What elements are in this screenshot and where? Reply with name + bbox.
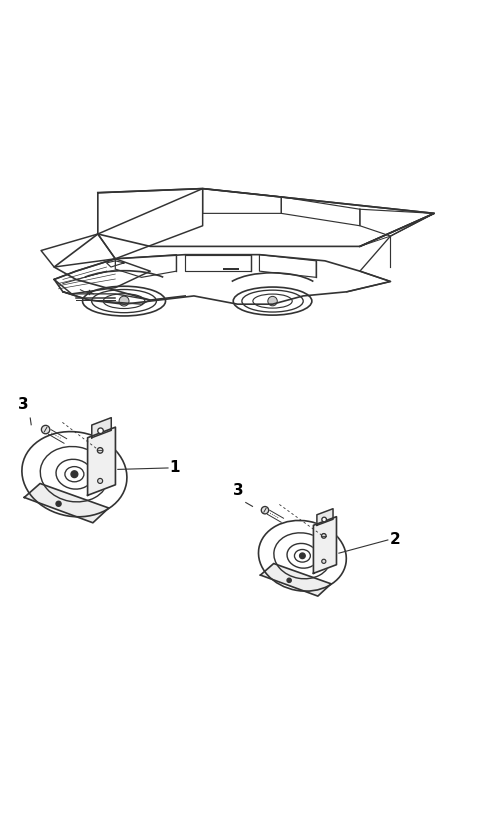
Polygon shape bbox=[317, 509, 333, 525]
Text: 2: 2 bbox=[390, 532, 400, 547]
Polygon shape bbox=[92, 417, 111, 437]
Circle shape bbox=[322, 534, 326, 538]
Circle shape bbox=[322, 517, 326, 522]
Circle shape bbox=[41, 426, 50, 434]
Circle shape bbox=[97, 478, 103, 484]
Text: 1: 1 bbox=[169, 460, 180, 475]
Polygon shape bbox=[261, 563, 331, 596]
Circle shape bbox=[268, 297, 277, 306]
Polygon shape bbox=[24, 484, 108, 523]
Circle shape bbox=[300, 553, 305, 559]
Circle shape bbox=[261, 506, 269, 514]
Circle shape bbox=[97, 447, 103, 453]
Circle shape bbox=[71, 471, 78, 478]
Circle shape bbox=[322, 559, 326, 563]
Circle shape bbox=[119, 296, 129, 306]
Circle shape bbox=[287, 578, 291, 582]
Circle shape bbox=[98, 428, 103, 433]
Polygon shape bbox=[87, 427, 115, 495]
Polygon shape bbox=[313, 517, 336, 573]
Text: 3: 3 bbox=[18, 397, 28, 412]
Text: 3: 3 bbox=[233, 483, 244, 498]
Circle shape bbox=[56, 501, 61, 506]
